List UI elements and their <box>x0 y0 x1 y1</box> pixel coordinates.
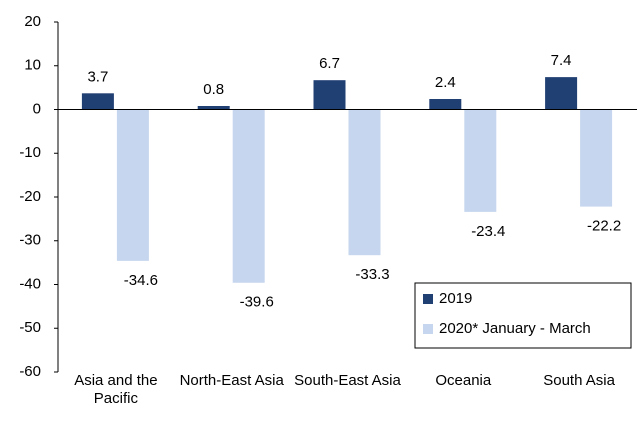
bar <box>464 109 497 212</box>
value-label: -23.4 <box>471 223 505 240</box>
bar <box>348 109 381 256</box>
y-tick-label: 10 <box>24 57 41 74</box>
bar <box>116 109 149 261</box>
bar <box>81 93 114 110</box>
value-label: 7.4 <box>551 52 572 69</box>
legend-label: 2019 <box>439 290 472 307</box>
legend-label: 2020* January - March <box>439 320 591 337</box>
legend-swatch <box>423 324 433 334</box>
x-tick-label: Asia and the Pacific <box>74 372 158 407</box>
bar <box>313 80 346 110</box>
x-tick-label: Oceania <box>435 372 492 389</box>
x-tick-label: South Asia <box>543 372 615 389</box>
y-tick-label: -30 <box>19 232 41 249</box>
value-label: 0.8 <box>203 81 224 98</box>
y-tick-label: -20 <box>19 188 41 205</box>
y-tick-label: 20 <box>24 13 41 30</box>
value-label: -33.3 <box>355 266 389 283</box>
y-tick-label: -40 <box>19 275 41 292</box>
y-tick-label: 0 <box>33 100 41 117</box>
bar <box>197 106 230 110</box>
x-tick-label: South-East Asia <box>294 372 401 389</box>
bar <box>580 109 613 207</box>
value-label: 2.4 <box>435 74 456 91</box>
value-label: -22.2 <box>587 218 621 235</box>
y-tick-label: -50 <box>19 319 41 336</box>
value-label: 3.7 <box>87 68 108 85</box>
bar <box>429 99 462 110</box>
y-tick-label: -10 <box>19 144 41 161</box>
x-tick-label: North-East Asia <box>179 372 284 389</box>
value-label: -34.6 <box>124 272 158 289</box>
value-label: -39.6 <box>240 294 274 311</box>
bar <box>232 109 265 283</box>
y-tick-label: -60 <box>19 363 41 380</box>
value-label: 6.7 <box>319 55 340 72</box>
legend-swatch <box>423 294 433 304</box>
legend-box <box>414 282 632 349</box>
bar <box>545 77 578 110</box>
